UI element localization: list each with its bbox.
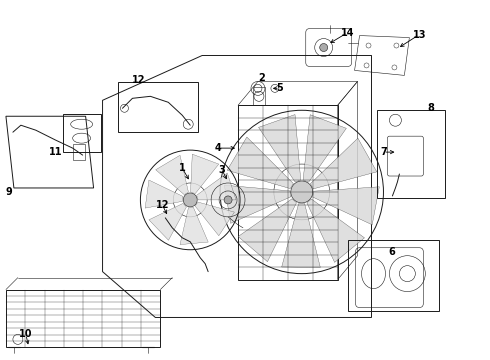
Bar xyxy=(238,105,338,280)
Text: 4: 4 xyxy=(215,143,221,153)
Text: 11: 11 xyxy=(49,147,63,157)
Polygon shape xyxy=(303,115,346,182)
Circle shape xyxy=(224,196,232,204)
Text: 10: 10 xyxy=(19,329,33,339)
Text: 2: 2 xyxy=(259,73,265,84)
Text: 5: 5 xyxy=(276,84,283,93)
Text: 9: 9 xyxy=(5,187,12,197)
Polygon shape xyxy=(191,154,219,194)
Polygon shape xyxy=(156,155,189,195)
Circle shape xyxy=(319,44,328,51)
Polygon shape xyxy=(310,138,377,189)
Text: 13: 13 xyxy=(413,30,426,40)
Text: 8: 8 xyxy=(428,103,435,113)
Polygon shape xyxy=(145,180,183,208)
Polygon shape xyxy=(180,207,208,244)
Bar xyxy=(377,110,445,198)
Polygon shape xyxy=(313,187,379,225)
Polygon shape xyxy=(227,137,294,189)
Bar xyxy=(347,240,439,311)
Polygon shape xyxy=(224,185,291,223)
Circle shape xyxy=(183,193,197,207)
Text: 6: 6 xyxy=(388,247,395,257)
Bar xyxy=(63,114,100,152)
Polygon shape xyxy=(196,173,236,200)
Circle shape xyxy=(291,181,313,203)
Text: 14: 14 xyxy=(341,28,354,37)
Bar xyxy=(253,87,265,105)
Text: 3: 3 xyxy=(219,165,225,175)
Polygon shape xyxy=(307,199,365,262)
Text: 12: 12 xyxy=(155,200,169,210)
Text: 7: 7 xyxy=(380,147,387,157)
Polygon shape xyxy=(259,114,301,182)
Polygon shape xyxy=(195,202,234,236)
Text: 1: 1 xyxy=(179,163,186,173)
Bar xyxy=(73,144,85,160)
Polygon shape xyxy=(282,203,320,267)
Polygon shape xyxy=(238,199,296,262)
Bar xyxy=(119,82,198,132)
Text: 12: 12 xyxy=(132,75,145,85)
Polygon shape xyxy=(149,203,186,240)
